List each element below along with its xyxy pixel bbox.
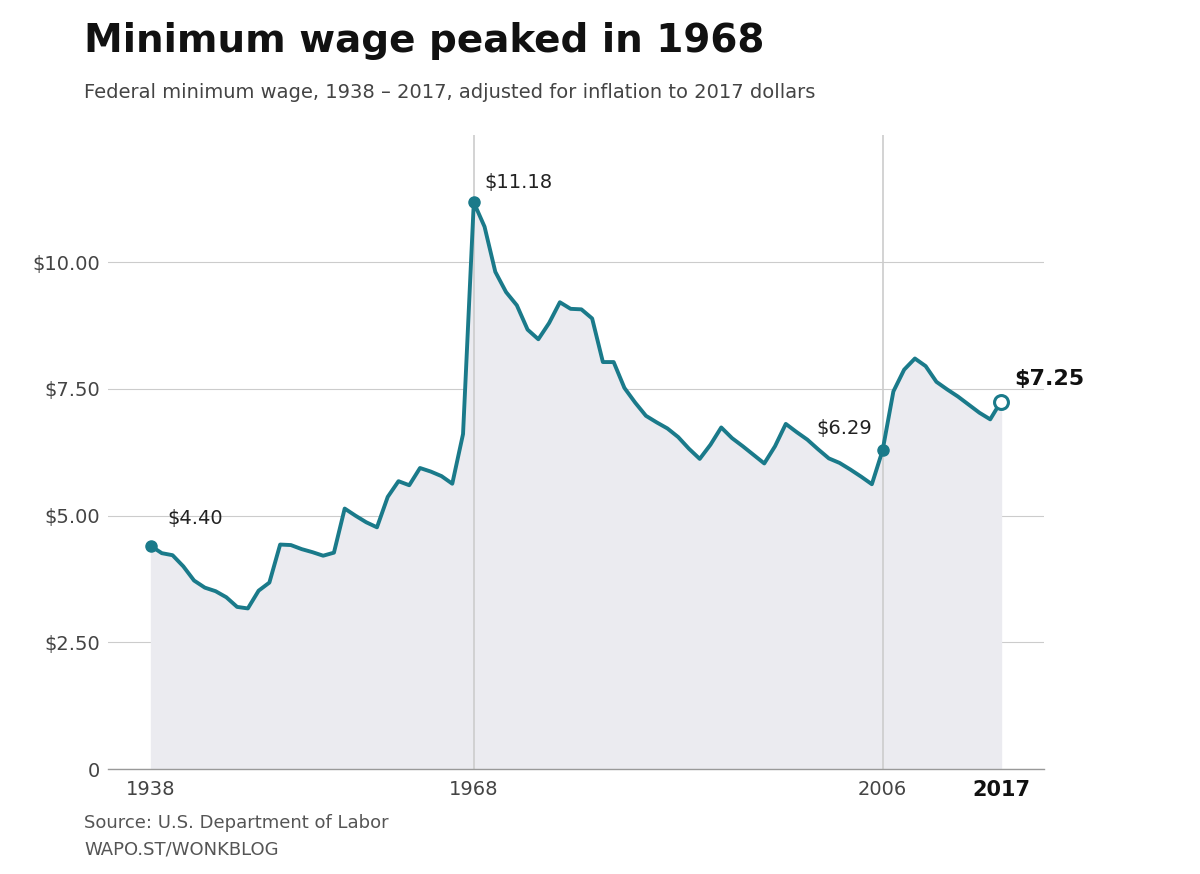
Text: WAPO.ST/WONKBLOG: WAPO.ST/WONKBLOG — [84, 840, 278, 858]
Text: Source: U.S. Department of Labor: Source: U.S. Department of Labor — [84, 814, 389, 832]
Text: $6.29: $6.29 — [816, 419, 872, 438]
Text: $4.40: $4.40 — [167, 510, 223, 528]
Text: $7.25: $7.25 — [1014, 369, 1084, 389]
Text: Federal minimum wage, 1938 – 2017, adjusted for inflation to 2017 dollars: Federal minimum wage, 1938 – 2017, adjus… — [84, 83, 815, 102]
Text: $11.18: $11.18 — [485, 173, 553, 192]
Text: Minimum wage peaked in 1968: Minimum wage peaked in 1968 — [84, 22, 764, 59]
